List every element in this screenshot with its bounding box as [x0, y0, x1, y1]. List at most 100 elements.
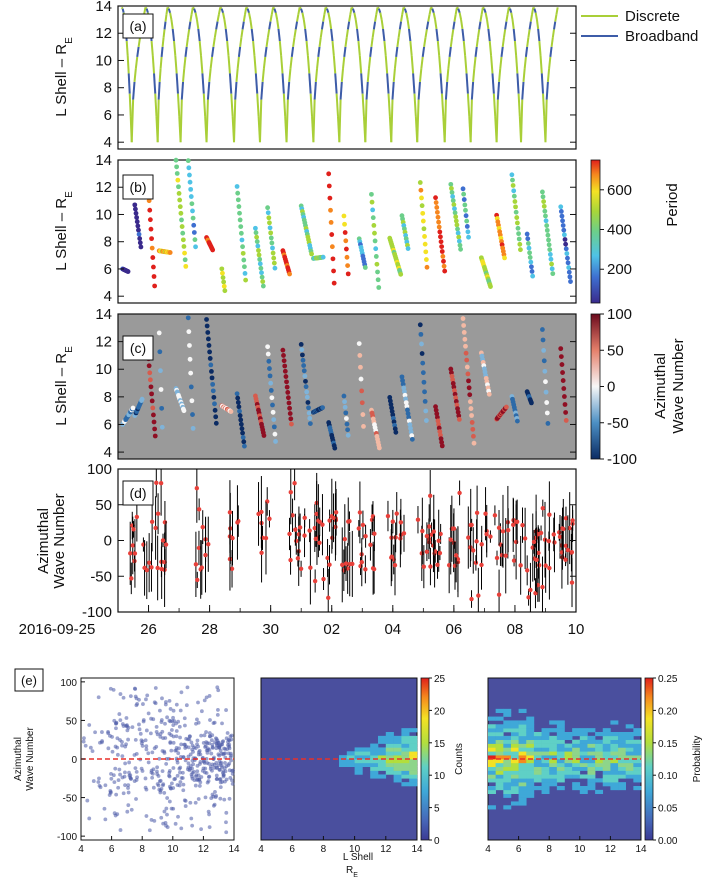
panel-e-scatter-point [203, 770, 207, 775]
panel-e-counts-cell [409, 766, 418, 771]
panel-e-prob-cell [595, 751, 604, 756]
panel-e-prob-cell [488, 786, 496, 791]
panel-e-scatter-point [225, 731, 230, 735]
panel-a-orbit-segment [517, 93, 521, 117]
panel-b-point [191, 230, 197, 235]
panel-e-prob-cell [495, 778, 504, 783]
panel-b-point [546, 242, 552, 248]
panel-c-point [437, 429, 443, 435]
panel-b-point [566, 269, 572, 275]
panel-a-ytick-label: 6 [104, 107, 112, 124]
panel-b-point [320, 254, 326, 260]
panel-e-prob-cell [556, 739, 565, 744]
panel-b-point [240, 244, 245, 250]
panel-c-point [417, 322, 423, 328]
panel-a-orbit-segment [452, 21, 456, 30]
panel-a-orbit-segment [234, 81, 238, 100]
panel-d-point [426, 524, 432, 529]
panel-b-point [559, 213, 565, 219]
panel-a-orbit-segment [340, 68, 345, 82]
panel-b-point [461, 197, 467, 202]
panel-c-point [271, 424, 277, 430]
panel-c-point [561, 394, 567, 399]
panel-c-point [158, 368, 163, 374]
panel-b-point [463, 207, 468, 213]
panel-c-point [361, 423, 366, 429]
panel-e-counts-cell [393, 762, 402, 768]
panel-d-point [492, 513, 498, 518]
panel-e-scatter-point [165, 715, 169, 720]
panel-c-point [238, 417, 244, 423]
panel-a-orbit-segment [492, 93, 497, 117]
panel-e-scatter-point [98, 785, 103, 790]
panel-e-prob-colorbar-ticks: 0.000.050.100.150.200.25 [653, 674, 678, 847]
panel-e-scatter-point [123, 783, 127, 788]
panel-e-scatter-point [222, 797, 227, 802]
panel-c-point [156, 330, 162, 336]
panel-e-prob-cell [556, 728, 565, 733]
panel-e-scatter-point [204, 730, 208, 734]
panel-e-prob-cell [526, 786, 535, 791]
panel-e-prob-cell [510, 782, 519, 787]
panel-e-scatter-point [116, 785, 121, 790]
panel-b-point [543, 218, 549, 224]
panel-e-scatter-point [206, 809, 211, 814]
panel-e-prob-cell [518, 762, 527, 768]
panel-b-point [543, 213, 548, 219]
panel-e-scatter-point [167, 799, 172, 804]
panel-e-counts-colorbar [420, 677, 430, 841]
panel-a-orbit-segment [393, 56, 398, 69]
panel-a-orbit-segment [180, 81, 185, 100]
panel-a-orbit-segment [372, 21, 377, 30]
panel-b-point [259, 270, 264, 276]
panel-d-point [331, 515, 336, 521]
panel-e-prob-cell [572, 762, 581, 768]
panel-d-xticks: 2016-09-25 26 28 30 02 04 06 08 10 [19, 605, 584, 638]
panel-e-counts-cell [409, 743, 418, 748]
panel-e-prob-cell [510, 739, 519, 744]
panel-c-point [360, 412, 366, 417]
panel-e-counts-cell [362, 762, 371, 768]
panel-e-counts-cell [354, 759, 363, 764]
panel-b-point [133, 206, 138, 212]
panel-e-scatter-point [227, 742, 232, 747]
panel-c-point [188, 384, 194, 390]
panel-b-point [270, 245, 275, 251]
panel-d-point [484, 531, 489, 537]
panel-a-orbit-segment [208, 68, 212, 82]
panel-e-prob-cell [618, 743, 626, 748]
panel-c-point [404, 403, 410, 409]
panel-b-point [240, 250, 246, 256]
panel-e-scatter-point [125, 809, 130, 814]
panel-b-point [547, 247, 553, 253]
panel-c-point [358, 364, 363, 370]
panel-c-point [149, 398, 155, 404]
panel-e-scatter-xtick-label: 6 [109, 844, 115, 855]
panel-a-orbit-segment [164, 14, 168, 22]
panel-b-point [405, 246, 411, 251]
panel-b-point [540, 194, 546, 200]
panel-e-scatter-point [160, 696, 164, 701]
panel-b-point [342, 230, 348, 235]
panel-e-counts-cell [409, 759, 418, 764]
panel-e-prob-cell [579, 728, 588, 733]
panel-e-prob-cell [510, 743, 519, 748]
panel-c-point [559, 362, 565, 367]
panel-b-point [542, 208, 548, 214]
panel-e-scatter-ytick-label: 100 [60, 678, 77, 689]
panel-e-counts-cell [370, 766, 379, 771]
panel-e-prob-cell [556, 735, 565, 741]
panel-a-orbit-segment [319, 29, 323, 38]
panel-e-scatter-point [230, 771, 235, 776]
panel-e-prob-ticks: 4 6 8 10 12 14 [485, 836, 647, 855]
panel-e-scatter-point [207, 731, 212, 735]
panel-b-point [345, 271, 351, 277]
panel-c-point [287, 405, 292, 411]
panel-d-point [488, 534, 493, 539]
panel-e-scatter-point [163, 702, 168, 707]
panel-c-point [303, 378, 308, 384]
panel-e-scatter-point [207, 812, 211, 817]
panel-e-prob-cell [572, 782, 581, 787]
panel-e-prob-colorbar [644, 677, 654, 841]
